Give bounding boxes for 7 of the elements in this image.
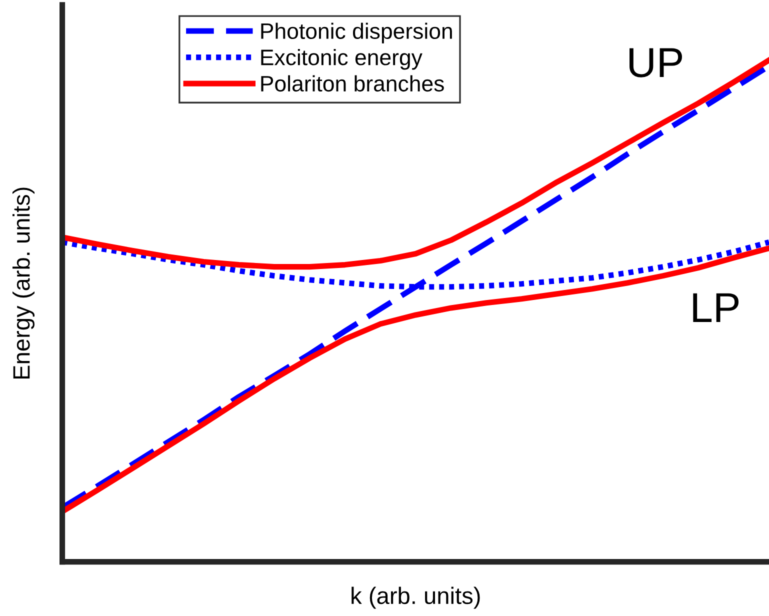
legend-label: Photonic dispersion <box>261 22 452 44</box>
x-axis-title: k (arb. units) <box>352 586 480 609</box>
legend-label: Excitonic energy <box>261 48 422 70</box>
annotation: LP <box>693 293 739 322</box>
y-axis-title: Energy (arb. units) <box>12 188 35 379</box>
legend-label: Polariton branches <box>261 75 444 92</box>
annotation: UP <box>630 48 682 78</box>
